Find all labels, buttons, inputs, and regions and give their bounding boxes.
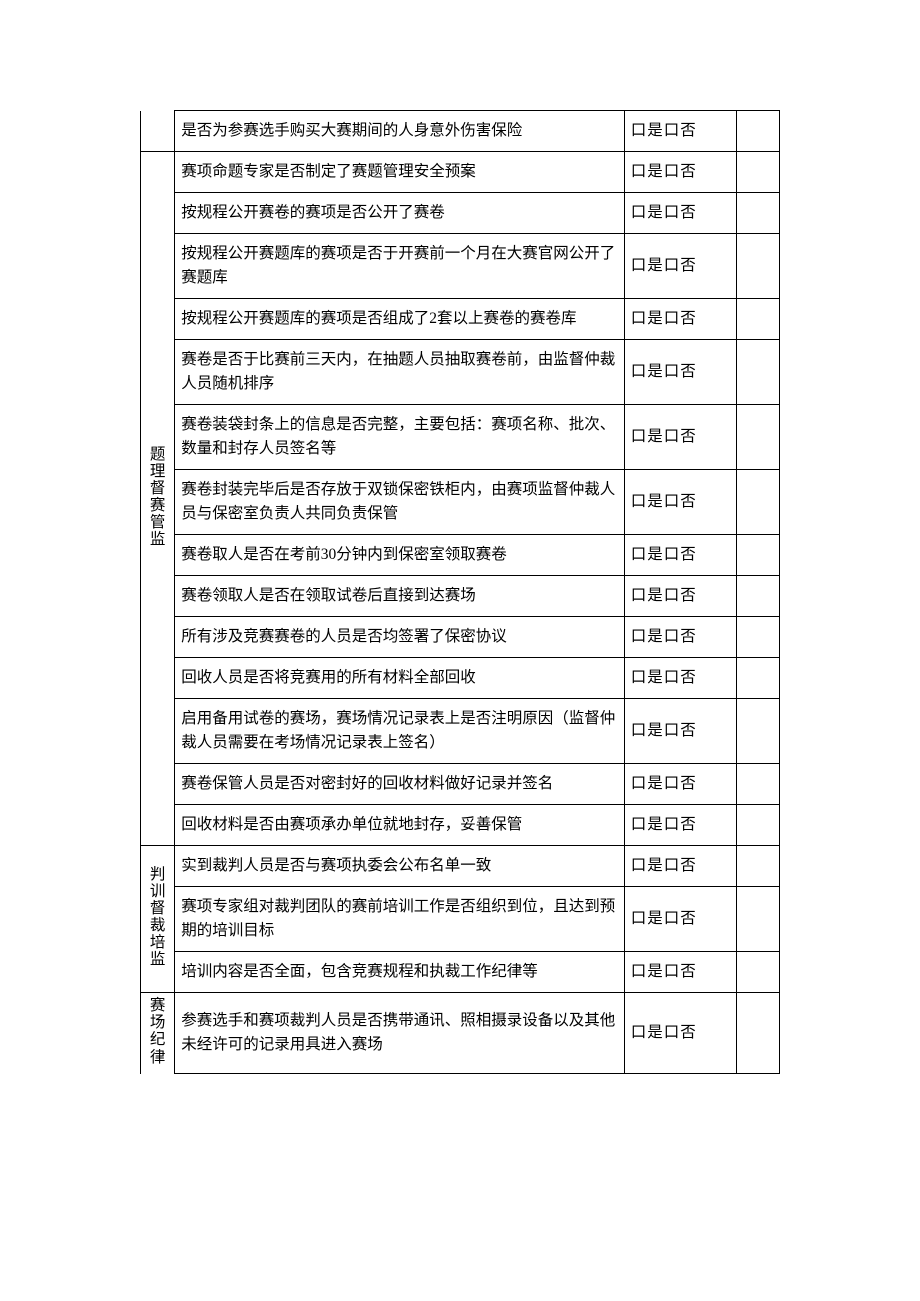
question-cell: 赛卷保管人员是否对密封好的回收材料做好记录并签名	[175, 764, 625, 805]
table-row: 赛卷是否于比赛前三天内，在抽题人员抽取赛卷前，由监督仲裁人员随机排序口是口否	[141, 340, 780, 405]
table-row: 回收材料是否由赛项承办单位就地封存，妥善保管口是口否	[141, 805, 780, 846]
question-cell: 所有涉及竞赛赛卷的人员是否均签署了保密协议	[175, 617, 625, 658]
table-row: 赛卷装袋封条上的信息是否完整，主要包括：赛项名称、批次、数量和封存人员签名等口是…	[141, 405, 780, 470]
remark-cell	[737, 299, 780, 340]
table-row: 赛项专家组对裁判团队的赛前培训工作是否组织到位，且达到预期的培训目标口是口否	[141, 887, 780, 952]
table-row: 培训内容是否全面，包含竞赛规程和执裁工作纪律等口是口否	[141, 952, 780, 993]
yes-no-cell[interactable]: 口是口否	[624, 576, 736, 617]
yes-no-cell[interactable]: 口是口否	[624, 993, 736, 1074]
remark-cell	[737, 617, 780, 658]
yes-no-cell[interactable]: 口是口否	[624, 535, 736, 576]
remark-cell	[737, 405, 780, 470]
table-row: 按规程公开赛题库的赛项是否于开赛前一个月在大赛官网公开了赛题库口是口否	[141, 234, 780, 299]
table-row: 题理督赛管监赛项命题专家是否制定了赛题管理安全预案口是口否	[141, 152, 780, 193]
question-cell: 参赛选手和赛项裁判人员是否携带通讯、照相摄录设备以及其他未经许可的记录用具进入赛…	[175, 993, 625, 1074]
remark-cell	[737, 576, 780, 617]
question-cell: 赛卷装袋封条上的信息是否完整，主要包括：赛项名称、批次、数量和封存人员签名等	[175, 405, 625, 470]
category-cell	[141, 111, 175, 152]
question-cell: 赛卷封装完毕后是否存放于双锁保密铁柜内，由赛项监督仲裁人员与保密室负责人共同负责…	[175, 470, 625, 535]
table-row: 回收人员是否将竞赛用的所有材料全部回收口是口否	[141, 658, 780, 699]
table-row: 是否为参赛选手购买大赛期间的人身意外伤害保险口是口否	[141, 111, 780, 152]
remark-cell	[737, 535, 780, 576]
table-row: 启用备用试卷的赛场，赛场情况记录表上是否注明原因（监督仲裁人员需要在考场情况记录…	[141, 699, 780, 764]
supervision-checklist-table: 是否为参赛选手购买大赛期间的人身意外伤害保险口是口否题理督赛管监赛项命题专家是否…	[140, 110, 780, 1074]
remark-cell	[737, 340, 780, 405]
yes-no-cell[interactable]: 口是口否	[624, 111, 736, 152]
remark-cell	[737, 993, 780, 1074]
question-cell: 赛卷领取人是否在领取试卷后直接到达赛场	[175, 576, 625, 617]
table-row: 按规程公开赛卷的赛项是否公开了赛卷口是口否	[141, 193, 780, 234]
yes-no-cell[interactable]: 口是口否	[624, 952, 736, 993]
table-row: 赛卷领取人是否在领取试卷后直接到达赛场口是口否	[141, 576, 780, 617]
question-cell: 赛项命题专家是否制定了赛题管理安全预案	[175, 152, 625, 193]
question-cell: 按规程公开赛题库的赛项是否组成了2套以上赛卷的赛卷库	[175, 299, 625, 340]
yes-no-cell[interactable]: 口是口否	[624, 299, 736, 340]
remark-cell	[737, 846, 780, 887]
yes-no-cell[interactable]: 口是口否	[624, 764, 736, 805]
remark-cell	[737, 952, 780, 993]
yes-no-cell[interactable]: 口是口否	[624, 805, 736, 846]
question-cell: 回收人员是否将竞赛用的所有材料全部回收	[175, 658, 625, 699]
table-row: 赛卷取人是否在考前30分钟内到保密室领取赛卷口是口否	[141, 535, 780, 576]
question-cell: 回收材料是否由赛项承办单位就地封存，妥善保管	[175, 805, 625, 846]
table-row: 所有涉及竞赛赛卷的人员是否均签署了保密协议口是口否	[141, 617, 780, 658]
yes-no-cell[interactable]: 口是口否	[624, 658, 736, 699]
question-cell: 赛卷是否于比赛前三天内，在抽题人员抽取赛卷前，由监督仲裁人员随机排序	[175, 340, 625, 405]
question-cell: 是否为参赛选手购买大赛期间的人身意外伤害保险	[175, 111, 625, 152]
category-cell: 题理督赛管监	[141, 152, 175, 846]
yes-no-cell[interactable]: 口是口否	[624, 193, 736, 234]
remark-cell	[737, 805, 780, 846]
question-cell: 赛项专家组对裁判团队的赛前培训工作是否组织到位，且达到预期的培训目标	[175, 887, 625, 952]
yes-no-cell[interactable]: 口是口否	[624, 405, 736, 470]
remark-cell	[737, 658, 780, 699]
yes-no-cell[interactable]: 口是口否	[624, 617, 736, 658]
category-cell: 判训督裁培监	[141, 846, 175, 993]
remark-cell	[737, 193, 780, 234]
remark-cell	[737, 111, 780, 152]
question-cell: 启用备用试卷的赛场，赛场情况记录表上是否注明原因（监督仲裁人员需要在考场情况记录…	[175, 699, 625, 764]
remark-cell	[737, 887, 780, 952]
remark-cell	[737, 152, 780, 193]
yes-no-cell[interactable]: 口是口否	[624, 887, 736, 952]
question-cell: 实到裁判人员是否与赛项执委会公布名单一致	[175, 846, 625, 887]
yes-no-cell[interactable]: 口是口否	[624, 234, 736, 299]
table-row: 赛卷保管人员是否对密封好的回收材料做好记录并签名口是口否	[141, 764, 780, 805]
yes-no-cell[interactable]: 口是口否	[624, 470, 736, 535]
category-cell: 赛场纪律	[141, 993, 175, 1074]
yes-no-cell[interactable]: 口是口否	[624, 699, 736, 764]
remark-cell	[737, 234, 780, 299]
question-cell: 按规程公开赛卷的赛项是否公开了赛卷	[175, 193, 625, 234]
remark-cell	[737, 764, 780, 805]
table-row: 判训督裁培监实到裁判人员是否与赛项执委会公布名单一致口是口否	[141, 846, 780, 887]
yes-no-cell[interactable]: 口是口否	[624, 152, 736, 193]
category-label: 题理督赛管监	[150, 446, 166, 548]
category-label: 判训督裁培监	[150, 866, 166, 968]
remark-cell	[737, 470, 780, 535]
category-label: 赛场纪律	[150, 997, 166, 1065]
table-row: 赛场纪律参赛选手和赛项裁判人员是否携带通讯、照相摄录设备以及其他未经许可的记录用…	[141, 993, 780, 1074]
table-row: 按规程公开赛题库的赛项是否组成了2套以上赛卷的赛卷库口是口否	[141, 299, 780, 340]
yes-no-cell[interactable]: 口是口否	[624, 846, 736, 887]
question-cell: 按规程公开赛题库的赛项是否于开赛前一个月在大赛官网公开了赛题库	[175, 234, 625, 299]
table-row: 赛卷封装完毕后是否存放于双锁保密铁柜内，由赛项监督仲裁人员与保密室负责人共同负责…	[141, 470, 780, 535]
yes-no-cell[interactable]: 口是口否	[624, 340, 736, 405]
question-cell: 赛卷取人是否在考前30分钟内到保密室领取赛卷	[175, 535, 625, 576]
question-cell: 培训内容是否全面，包含竞赛规程和执裁工作纪律等	[175, 952, 625, 993]
remark-cell	[737, 699, 780, 764]
